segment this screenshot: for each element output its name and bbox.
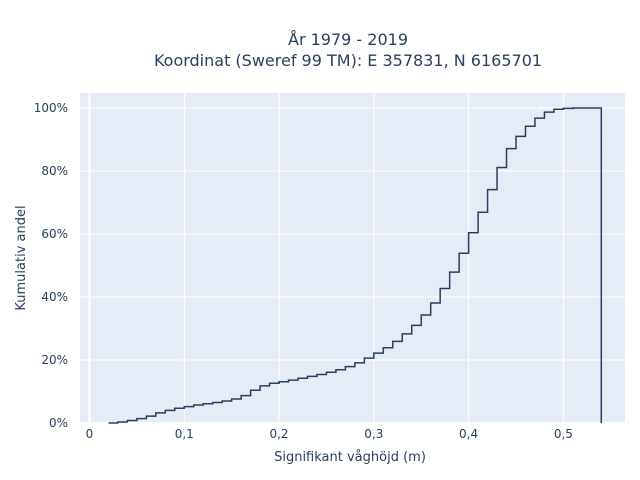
x-tick-label: 0,3 — [364, 427, 383, 441]
chart-title: År 1979 - 2019 — [288, 30, 408, 49]
x-tick-label: 0,1 — [175, 427, 194, 441]
y-tick-label: 100% — [34, 101, 68, 115]
x-axis-title: Signifikant våghöjd (m) — [274, 450, 426, 465]
x-tick-label: 0,4 — [459, 427, 478, 441]
y-tick-label: 80% — [41, 164, 68, 178]
grid-lines — [80, 93, 625, 424]
series-line-group — [108, 107, 603, 424]
y-tick-label: 60% — [41, 227, 68, 241]
y-tick-label: 0% — [49, 416, 68, 430]
y-tick-label: 40% — [41, 290, 68, 304]
chart-subtitle: Koordinat (Sweref 99 TM): E 357831, N 61… — [154, 51, 542, 70]
x-tick-label: 0,2 — [269, 427, 288, 441]
x-tick-label: 0,5 — [554, 427, 573, 441]
y-tick-label: 20% — [41, 353, 68, 367]
x-tick-label: 0 — [86, 427, 94, 441]
ecdf-step-line — [108, 107, 603, 424]
plot-background — [80, 93, 625, 423]
y-axis-title: Kumulativ andel — [14, 205, 29, 310]
x-tick-labels: 0 0,1 0,2 0,3 0,4 0,5 — [86, 427, 573, 441]
y-tick-labels: 0% 20% 40% 60% 80% 100% — [34, 101, 68, 430]
